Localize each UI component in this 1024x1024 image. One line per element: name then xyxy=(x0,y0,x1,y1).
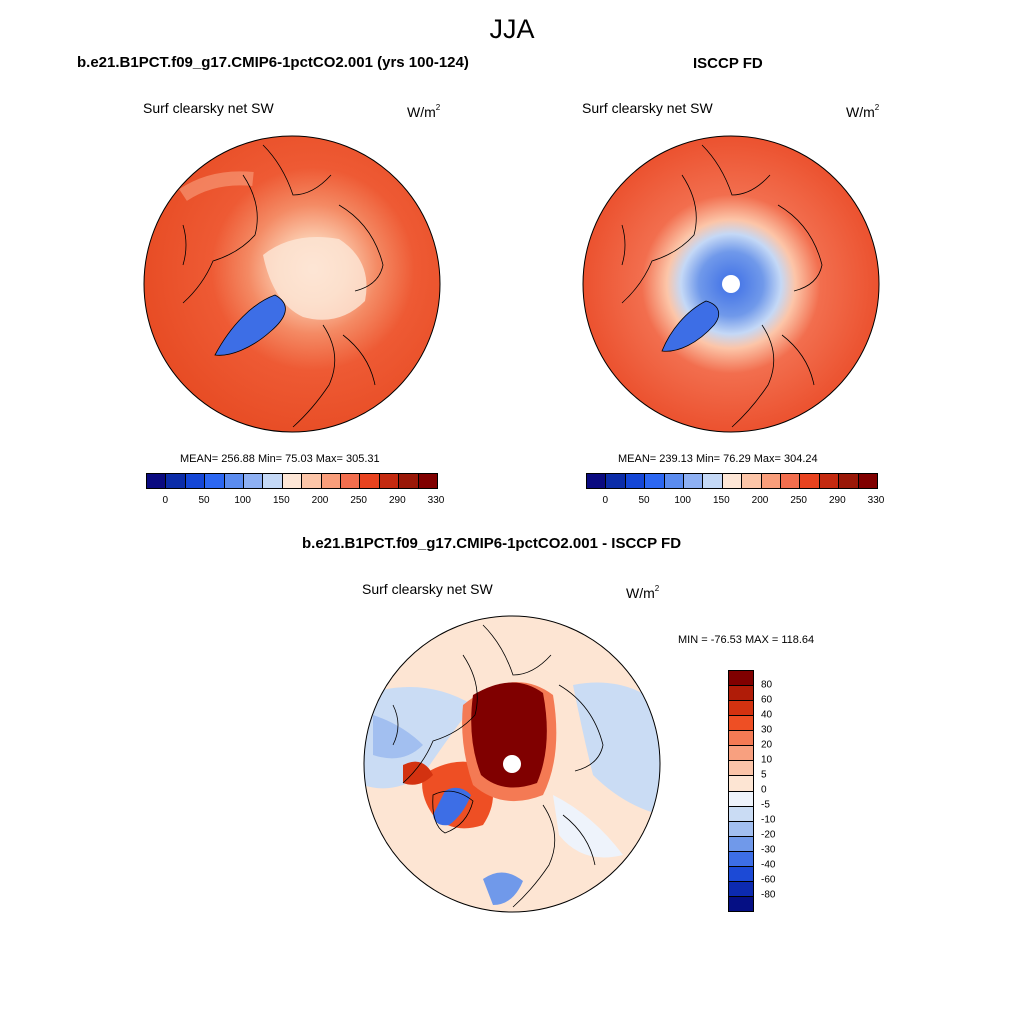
colorbar-tick-label: 250 xyxy=(790,495,807,506)
colorbar-swatch xyxy=(729,896,753,911)
colorbar-swatch xyxy=(729,716,753,732)
colorbar-tick-label: 30 xyxy=(761,724,773,736)
colorbar-tick-label: 60 xyxy=(761,694,773,706)
colorbar-swatch xyxy=(224,474,245,488)
panel1-units: W/m2 xyxy=(407,103,441,120)
colorbar-tick-label: 250 xyxy=(350,495,367,506)
colorbar-swatch xyxy=(729,866,753,882)
colorbar-tick-label: 290 xyxy=(828,495,846,506)
colorbar-tick-label: -30 xyxy=(761,844,776,856)
colorbar-tick-label: 0 xyxy=(761,784,767,796)
difference-colorbar-labels: 80 60 40 30 20 10 5 0 -5 -10 -20 -30 -40 -60 -80 xyxy=(761,670,801,910)
panel1-title: b.e21.B1PCT.f09_g17.CMIP6-1pctCO2.001 (y… xyxy=(77,54,469,71)
colorbar-swatch xyxy=(399,474,419,488)
colorbar-swatch xyxy=(722,474,743,488)
colorbar-swatch xyxy=(800,474,820,488)
colorbar-swatch xyxy=(729,731,753,747)
panel3-title: b.e21.B1PCT.f09_g17.CMIP6-1pctCO2.001 - … xyxy=(302,535,682,552)
colorbar-swatch xyxy=(729,881,753,897)
panel2-units: W/m2 xyxy=(846,103,880,120)
colorbar-swatch xyxy=(729,806,753,822)
colorbar-tick-label: 200 xyxy=(311,495,329,506)
colorbar-tick-label: -5 xyxy=(761,799,770,811)
colorbar-tick-label: 50 xyxy=(638,495,650,506)
colorbar-swatch xyxy=(729,686,753,702)
panel2-colorbar-labels: 0 50 100 150 200 250 290 330 xyxy=(586,495,885,507)
colorbar-swatch xyxy=(244,474,264,488)
isccp-polar-map xyxy=(582,135,880,433)
colorbar-swatch xyxy=(302,474,322,488)
colorbar-tick-label: -10 xyxy=(761,814,776,826)
colorbar-tick-label: 0 xyxy=(162,495,169,506)
colorbar-tick-label: 200 xyxy=(751,495,769,506)
difference-polar-map xyxy=(363,615,661,913)
colorbar-swatch xyxy=(360,474,380,488)
colorbar-tick-label: 5 xyxy=(761,769,767,781)
colorbar-swatch xyxy=(606,474,626,488)
colorbar-swatch xyxy=(625,474,646,488)
colorbar-swatch xyxy=(664,474,685,488)
colorbar-swatch xyxy=(263,474,283,488)
colorbar-tick-label: 20 xyxy=(761,739,773,751)
colorbar-swatch xyxy=(729,836,753,852)
colorbar-swatch xyxy=(147,474,167,488)
colorbar-swatch xyxy=(729,821,753,837)
colorbar-swatch xyxy=(761,474,782,488)
colorbar-tick-label: 290 xyxy=(388,495,406,506)
colorbar-swatch xyxy=(819,474,840,488)
panel2-title: ISCCP FD xyxy=(693,55,763,72)
colorbar-swatch xyxy=(781,474,801,488)
panel1-colorbar-labels: 0 50 100 150 200 250 290 330 xyxy=(146,495,445,507)
panel2-colorbar xyxy=(586,473,878,489)
panel1-stats: MEAN= 256.88 Min= 75.03 Max= 305.31 xyxy=(180,453,380,465)
colorbar-swatch xyxy=(645,474,665,488)
colorbar-swatch xyxy=(729,761,753,777)
panel3-stats: MIN = -76.53 MAX = 118.64 xyxy=(678,634,815,646)
colorbar-swatch xyxy=(418,474,438,488)
colorbar-tick-label: -40 xyxy=(761,859,776,871)
colorbar-swatch xyxy=(729,851,753,867)
colorbar-tick-label: 150 xyxy=(712,495,730,506)
colorbar-tick-label: 150 xyxy=(272,495,290,506)
colorbar-tick-label: 10 xyxy=(761,754,773,766)
colorbar-swatch xyxy=(839,474,859,488)
colorbar-tick-label: -20 xyxy=(761,829,776,841)
difference-colorbar xyxy=(728,670,754,912)
colorbar-swatch xyxy=(341,474,361,488)
colorbar-swatch xyxy=(742,474,762,488)
colorbar-swatch xyxy=(282,474,303,488)
panel1-colorbar xyxy=(146,473,438,489)
colorbar-swatch xyxy=(729,671,753,687)
colorbar-swatch xyxy=(684,474,704,488)
colorbar-swatch xyxy=(205,474,225,488)
colorbar-swatch xyxy=(729,701,753,717)
colorbar-tick-label: 100 xyxy=(674,495,691,506)
colorbar-tick-label: 330 xyxy=(427,495,445,506)
colorbar-swatch xyxy=(703,474,723,488)
colorbar-tick-label: -60 xyxy=(761,874,776,886)
colorbar-swatch xyxy=(729,776,753,792)
colorbar-tick-label: 40 xyxy=(761,709,773,721)
colorbar-swatch xyxy=(321,474,342,488)
colorbar-swatch xyxy=(185,474,206,488)
colorbar-tick-label: 50 xyxy=(198,495,210,506)
model-polar-map xyxy=(143,135,441,433)
colorbar-tick-label: 80 xyxy=(761,679,773,691)
panel1-variable-label: Surf clearsky net SW xyxy=(143,100,274,116)
colorbar-swatch xyxy=(166,474,186,488)
colorbar-swatch xyxy=(729,746,753,762)
panel3-variable-label: Surf clearsky net SW xyxy=(362,581,493,597)
colorbar-tick-label: 0 xyxy=(602,495,609,506)
panel2-variable-label: Surf clearsky net SW xyxy=(582,100,713,116)
main-title: JJA xyxy=(489,14,535,44)
colorbar-swatch xyxy=(729,791,753,807)
colorbar-swatch xyxy=(587,474,607,488)
colorbar-tick-label: -80 xyxy=(761,889,776,901)
colorbar-swatch xyxy=(379,474,400,488)
panel3-units: W/m2 xyxy=(626,584,660,601)
colorbar-tick-label: 100 xyxy=(234,495,251,506)
colorbar-tick-label: 330 xyxy=(867,495,885,506)
colorbar-swatch xyxy=(858,474,878,488)
panel2-stats: MEAN= 239.13 Min= 76.29 Max= 304.24 xyxy=(618,453,818,465)
